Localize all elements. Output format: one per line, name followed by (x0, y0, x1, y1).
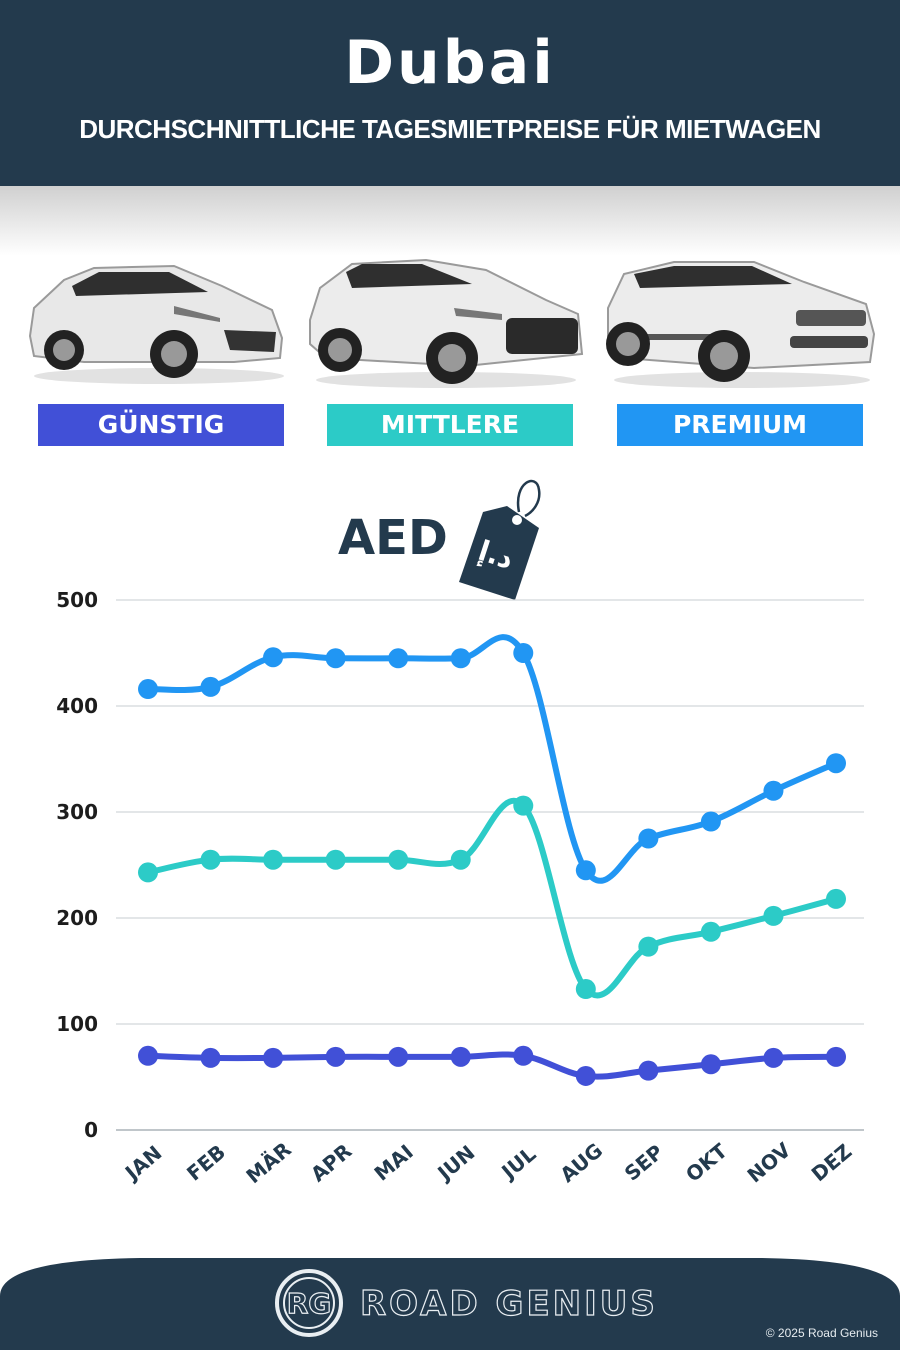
x-tick-label: FEB (182, 1140, 230, 1186)
chart-series (138, 634, 846, 1086)
data-point (826, 888, 846, 909)
x-tick-label: SEP (620, 1140, 668, 1186)
data-point (826, 1046, 846, 1067)
data-point (450, 648, 471, 669)
data-point (513, 643, 534, 663)
data-point (450, 849, 471, 870)
data-point (200, 1047, 221, 1068)
data-point (700, 811, 721, 832)
x-tick-label: JUN (431, 1140, 479, 1186)
data-point (513, 795, 534, 816)
chart-grid (116, 599, 864, 1131)
category-label-premium: PREMIUM (617, 404, 863, 446)
x-axis-ticks: JAN FEB MÄR APR MAI JUN JUL AUG SEP OKT NOV DEZ (119, 1137, 856, 1188)
data-point (638, 1060, 659, 1081)
suv-car-icon (309, 258, 584, 388)
x-tick-label: DEZ (807, 1139, 857, 1186)
page-subtitle: DURCHSCHNITTLICHE TAGESMIETPREISE FÜR MI… (79, 114, 821, 144)
header-shadow (0, 186, 900, 256)
data-point (763, 1047, 784, 1068)
category-label-midrange: MITTLERE (327, 404, 573, 446)
y-tick-label: 200 (56, 906, 98, 930)
x-tick-label: MÄR (241, 1137, 295, 1188)
price-tag-icon: د.إ (459, 479, 541, 600)
data-point (638, 936, 659, 957)
data-point (575, 1065, 596, 1086)
data-point (263, 849, 284, 870)
data-point (200, 676, 221, 697)
x-tick-label: MAI (370, 1140, 418, 1186)
road-genius-logo-icon: RG (275, 1269, 343, 1337)
x-tick-label: AUG (555, 1138, 607, 1187)
data-point (263, 647, 284, 668)
x-tick-label: JUL (496, 1142, 541, 1185)
y-axis-ticks: 0 100 200 300 400 500 (56, 588, 98, 1142)
data-point (138, 862, 158, 883)
data-point (263, 1047, 284, 1068)
data-point (325, 1046, 346, 1067)
footer-band (0, 1258, 900, 1350)
data-point (200, 849, 221, 870)
data-point (325, 849, 346, 870)
luxury-suv-car-icon (606, 261, 876, 388)
data-point (513, 1045, 534, 1066)
x-tick-label: OKT (681, 1138, 732, 1186)
series-line (145, 1051, 839, 1080)
data-point (575, 979, 596, 1000)
data-point (450, 1046, 471, 1067)
y-tick-label: 400 (56, 694, 98, 718)
data-point (763, 905, 784, 926)
y-tick-label: 0 (84, 1118, 98, 1142)
logo-text: RG (287, 1287, 332, 1320)
data-point (388, 1046, 409, 1067)
data-point (826, 753, 846, 774)
x-tick-label: APR (306, 1139, 356, 1187)
category-label-budget: GÜNSTIG (38, 404, 284, 446)
series-line (145, 797, 839, 999)
y-tick-label: 300 (56, 800, 98, 824)
x-tick-label: JAN (119, 1141, 166, 1186)
data-point (138, 679, 158, 700)
data-point (388, 849, 409, 870)
data-point (700, 1054, 721, 1075)
data-point (138, 1045, 158, 1066)
data-point (388, 648, 409, 669)
header: Dubai DURCHSCHNITTLICHE TAGESMIETPREISE … (0, 0, 900, 186)
currency-label: AED (338, 510, 448, 566)
data-point (763, 780, 784, 801)
y-tick-label: 100 (56, 1012, 98, 1036)
data-point (638, 828, 659, 849)
data-point (700, 921, 721, 942)
line-chart: 0 100 200 300 400 500 JAN FEB MÄR APR MAI JUN JUL AU… (56, 588, 864, 1188)
copyright-text: © 2025 Road Genius (765, 1326, 878, 1340)
page-title: Dubai (344, 28, 556, 98)
y-tick-label: 500 (56, 588, 98, 612)
x-tick-label: NOV (743, 1137, 796, 1187)
hatchback-car-icon (28, 264, 284, 384)
data-point (575, 860, 596, 881)
series-line (145, 634, 839, 884)
brand-name: ROAD GENIUS (359, 1283, 658, 1324)
data-point (325, 648, 346, 669)
